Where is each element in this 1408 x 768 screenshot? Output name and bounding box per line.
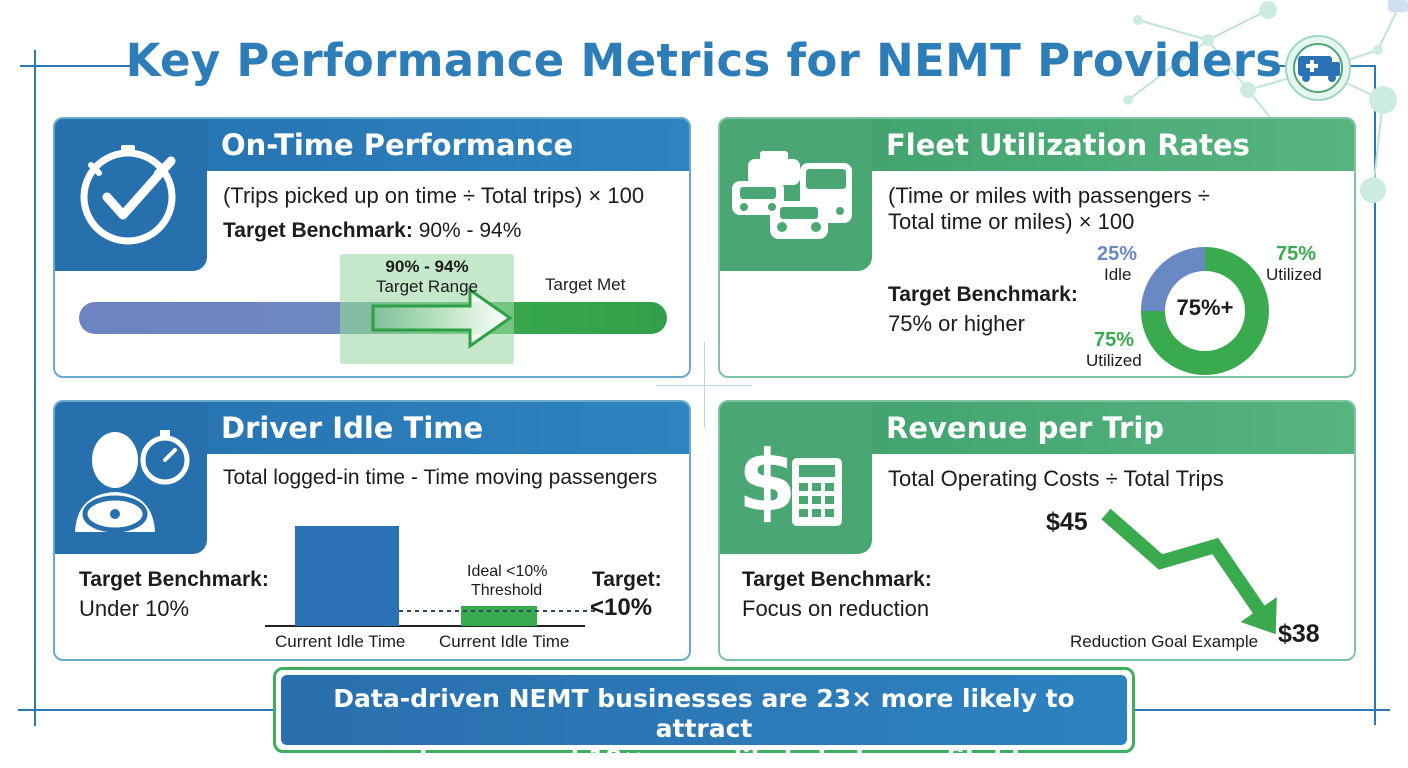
trend-arrowhead [1240, 597, 1277, 635]
donut-slice-idle [1141, 247, 1206, 312]
benchmark-value: Under 10% [79, 596, 190, 621]
insight-line-1: Data-driven NEMT businesses are 23× more… [333, 684, 1075, 743]
revenue-trend-arrow-chart [1101, 508, 1277, 635]
threshold-label-1: Ideal <10% [467, 563, 548, 580]
benchmark-label: Target Benchmark: [79, 568, 269, 591]
frame-left-line [34, 50, 36, 726]
end-value-label: $38 [1278, 620, 1320, 648]
driver-idle-time-card: Driver Idle Time Total logged-in time - … [53, 400, 691, 661]
trend-line [1101, 508, 1276, 630]
donut-center-label: 75%+ [1176, 295, 1234, 320]
goal-label: Reduction Goal Example [1070, 632, 1259, 651]
insight-line-2: customers and 19× more likely to be prof… [371, 744, 1037, 768]
idle-bar-2 [461, 606, 537, 626]
target-progress-bar [79, 254, 667, 364]
formula-text: Total Operating Costs ÷ Total Trips [888, 466, 1224, 491]
key-insight-text: Data-driven NEMT businesses are 23× more… [281, 675, 1127, 768]
bar-label-1: Current Idle Time [275, 632, 406, 651]
formula-text: (Trips picked up on time ÷ Total trips) … [223, 183, 645, 208]
benchmark: Target Benchmark: 90% - 94% [223, 219, 521, 243]
target-value: <10% [590, 594, 653, 621]
start-value-label: $45 [1046, 508, 1088, 536]
center-cross-vertical [704, 342, 705, 428]
dollar-calculator-icon: $ [720, 402, 872, 554]
benchmark-label: Target Benchmark: [742, 568, 932, 591]
threshold-label-2: Threshold [471, 582, 543, 599]
driver-stopwatch-icon [55, 402, 207, 554]
target-range-value: 90% - 94% [385, 257, 469, 276]
key-insight-banner: Data-driven NEMT businesses are 23× more… [273, 667, 1135, 768]
frame-bottom-left-line [18, 709, 274, 711]
idle-percent-label: 25% [1097, 243, 1138, 265]
formula-line-1: (Time or miles with passengers ÷ [888, 183, 1210, 208]
page-title: Key Performance Metrics for NEMT Provide… [125, 34, 1283, 87]
idle-slice-label: Idle [1104, 265, 1132, 284]
benchmark-value: Focus on reduction [742, 596, 930, 621]
formula-line-2: Total time or miles) × 100 [888, 209, 1135, 234]
vehicles-icon [720, 119, 872, 271]
idle-bar-1 [295, 526, 399, 626]
target-met-label: Target Met [545, 275, 626, 294]
target-label: Target: [592, 568, 662, 591]
benchmark-value: 90% - 94% [418, 219, 522, 242]
formula-text: Total logged-in time - Time moving passe… [223, 466, 658, 489]
network-decoration [1123, 0, 1408, 203]
utilized-percent-label-2: 75% [1094, 329, 1135, 351]
frame-top-left-line [20, 65, 138, 67]
benchmark-label: Target Benchmark: [888, 283, 1078, 306]
revenue-per-trip-card: Revenue per Trip $ Total Operating Costs… [718, 400, 1356, 661]
utilization-donut-chart [1141, 247, 1269, 375]
target-range-label: Target Range [375, 277, 479, 296]
utilized-percent-label: 75% [1276, 243, 1317, 265]
frame-right-line [1374, 65, 1376, 725]
clock-check-icon [55, 119, 207, 271]
benchmark-value: 75% or higher [888, 311, 1025, 336]
fleet-utilization-card: Fleet Utilization Rates (Time or miles w… [718, 117, 1356, 378]
svg-text:$: $ [738, 432, 796, 530]
benchmark-label: Target Benchmark: [223, 219, 413, 242]
idle-time-bar-chart [265, 526, 605, 627]
frame-bottom-right-line [1134, 709, 1390, 711]
utilized-slice-label: Utilized [1266, 265, 1322, 284]
bar-label-2: Current Idle Time [439, 632, 570, 651]
utilized-slice-label-2: Utilized [1086, 351, 1142, 370]
on-time-performance-card: On-Time Performance (Trips picked up on … [53, 117, 691, 378]
donut-slice-utilized [1141, 247, 1269, 375]
